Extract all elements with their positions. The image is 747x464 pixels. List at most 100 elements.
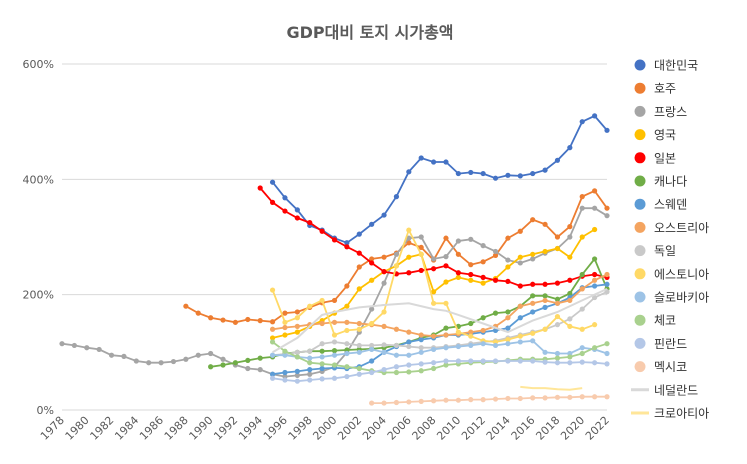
data-point xyxy=(468,342,474,349)
data-point xyxy=(220,362,226,368)
data-point xyxy=(542,293,548,299)
legend-marker xyxy=(634,268,646,280)
series-9 xyxy=(269,227,598,345)
data-point xyxy=(530,395,536,401)
data-point xyxy=(269,326,276,332)
data-point xyxy=(554,234,561,240)
data-point xyxy=(430,346,437,353)
data-point xyxy=(579,345,585,351)
legend-label: 핀란드 xyxy=(654,337,687,351)
data-point xyxy=(505,172,511,178)
data-point xyxy=(468,169,474,176)
data-point xyxy=(406,352,412,358)
legend-marker xyxy=(634,82,646,94)
data-point xyxy=(542,248,548,255)
data-point xyxy=(579,271,585,278)
x-tick-label: 1990 xyxy=(187,414,216,443)
data-point xyxy=(282,348,288,354)
data-point xyxy=(430,159,437,165)
data-point xyxy=(592,205,598,211)
data-point xyxy=(492,248,499,255)
x-tick-label: 1982 xyxy=(88,414,117,443)
legend-marker xyxy=(634,314,646,326)
legend-marker xyxy=(634,221,646,233)
data-point xyxy=(567,234,573,240)
data-point xyxy=(282,310,288,316)
data-point xyxy=(245,357,251,364)
data-point xyxy=(356,264,362,270)
data-point xyxy=(443,362,449,368)
data-point xyxy=(331,237,338,243)
x-tick-label: 1998 xyxy=(286,414,315,443)
data-point xyxy=(443,235,449,241)
y-tick-label: 400% xyxy=(23,173,54,186)
data-point xyxy=(269,339,276,345)
data-point xyxy=(307,219,313,226)
data-point xyxy=(269,371,276,377)
data-point xyxy=(307,348,313,354)
data-point xyxy=(554,157,561,163)
data-point xyxy=(282,352,288,358)
data-point xyxy=(592,360,598,366)
legend-label: 영국 xyxy=(654,128,676,142)
data-point xyxy=(455,329,461,335)
data-point xyxy=(282,332,288,338)
data-point xyxy=(344,319,350,325)
data-point xyxy=(369,358,375,364)
legend-item: 스웨덴 xyxy=(634,198,687,212)
data-point xyxy=(468,277,474,283)
data-point xyxy=(158,360,164,366)
series-line xyxy=(272,287,608,354)
data-point xyxy=(245,365,251,372)
x-tick-label: 1996 xyxy=(261,414,290,443)
data-point xyxy=(319,320,325,327)
data-point xyxy=(294,372,300,378)
x-tick-label: 2002 xyxy=(335,414,364,443)
legend-label: 크로아티아 xyxy=(654,407,709,421)
data-point xyxy=(443,332,449,338)
data-point xyxy=(592,394,598,400)
legend-item: 슬로바키아 xyxy=(634,291,709,305)
legend-item: 영국 xyxy=(634,128,676,142)
x-tick-label: 1980 xyxy=(63,414,92,443)
data-point xyxy=(381,400,387,406)
data-point xyxy=(505,325,511,331)
data-point xyxy=(530,330,536,336)
data-point xyxy=(592,113,598,119)
data-point xyxy=(542,297,548,304)
data-point xyxy=(554,296,561,302)
data-point xyxy=(220,356,226,362)
data-point xyxy=(480,397,486,403)
data-point xyxy=(567,354,573,360)
data-point xyxy=(269,319,276,325)
legend-label: 체코 xyxy=(654,314,676,328)
data-point xyxy=(319,228,325,234)
x-tick-label: 2012 xyxy=(459,414,488,443)
data-point xyxy=(331,319,338,325)
data-point xyxy=(517,303,523,309)
data-point xyxy=(331,352,338,358)
data-point xyxy=(480,315,486,321)
data-point xyxy=(604,271,610,278)
legend-item: 체코 xyxy=(634,314,676,328)
data-point xyxy=(579,326,585,332)
data-point xyxy=(567,360,573,366)
data-point xyxy=(430,289,437,295)
series-0 xyxy=(269,113,610,246)
data-point xyxy=(418,234,424,240)
data-point xyxy=(492,252,499,259)
data-point xyxy=(331,362,338,368)
data-point xyxy=(505,315,511,321)
data-point xyxy=(381,280,387,286)
y-tick-label: 200% xyxy=(23,289,54,302)
data-point xyxy=(294,315,300,321)
data-point xyxy=(406,254,412,260)
data-point xyxy=(269,375,276,381)
data-point xyxy=(319,365,325,372)
data-point xyxy=(369,306,375,312)
data-point xyxy=(517,260,523,266)
data-point xyxy=(455,238,461,244)
data-point xyxy=(406,270,412,276)
data-point xyxy=(542,359,548,365)
